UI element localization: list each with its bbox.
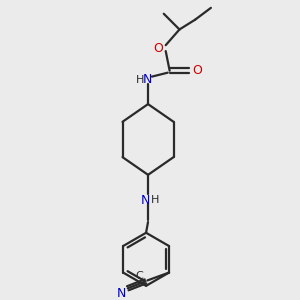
Text: C: C (136, 271, 143, 281)
Text: N: N (142, 73, 152, 86)
Text: O: O (192, 64, 202, 77)
Text: N: N (117, 287, 127, 300)
Text: O: O (153, 42, 163, 55)
Text: H: H (151, 195, 159, 206)
Text: H: H (136, 75, 144, 85)
Text: N: N (140, 194, 150, 207)
